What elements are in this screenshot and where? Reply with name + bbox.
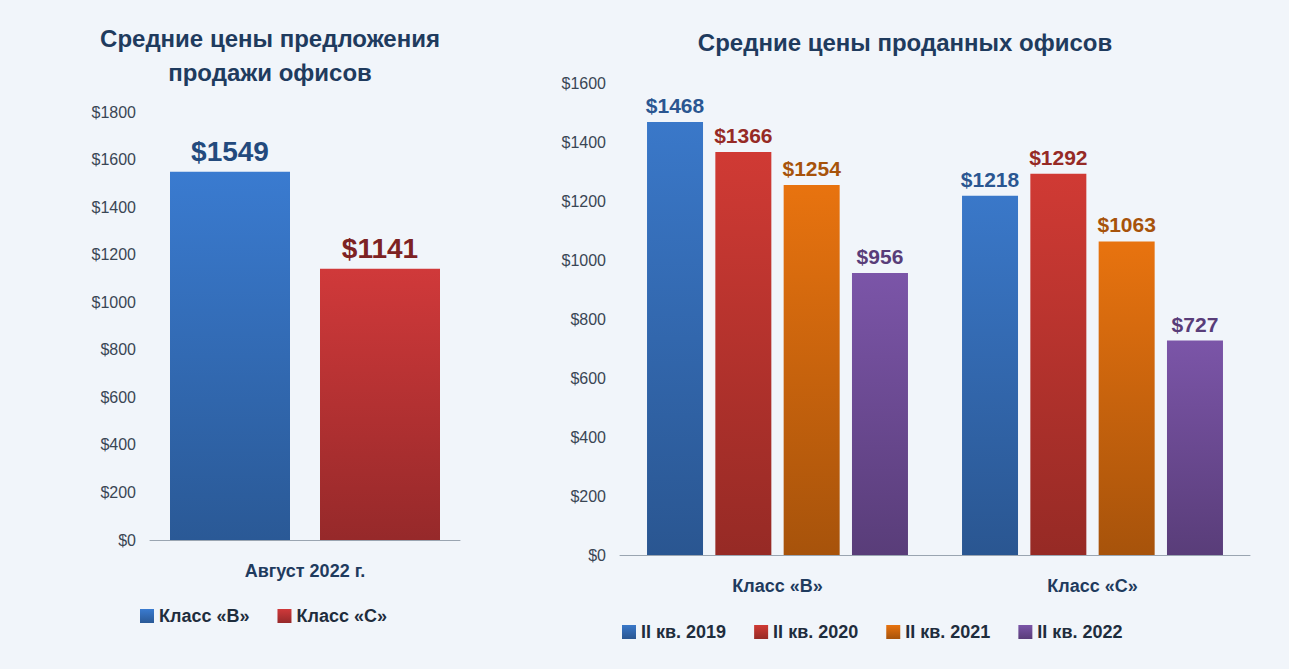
svg-text:$1141: $1141: [342, 233, 418, 264]
svg-text:$1292: $1292: [1029, 146, 1087, 169]
svg-text:II кв. 2021: II кв. 2021: [905, 622, 990, 642]
svg-text:продажи офисов: продажи офисов: [168, 59, 372, 86]
svg-text:Средние цены проданных офисов: Средние цены проданных офисов: [698, 29, 1112, 56]
svg-text:$400: $400: [100, 436, 136, 453]
svg-text:Класс «С»: Класс «С»: [1047, 576, 1137, 596]
svg-text:$400: $400: [570, 429, 606, 446]
svg-text:$0: $0: [118, 532, 136, 549]
svg-text:$1254: $1254: [782, 157, 841, 180]
svg-text:$800: $800: [100, 341, 136, 358]
svg-text:Средние цены предложения: Средние цены предложения: [100, 25, 440, 52]
svg-text:$1000: $1000: [562, 252, 607, 269]
svg-text:Класс «В»: Класс «В»: [159, 606, 249, 626]
svg-text:II кв. 2020: II кв. 2020: [773, 622, 858, 642]
svg-text:$1600: $1600: [92, 151, 137, 168]
svg-text:$1000: $1000: [92, 294, 137, 311]
svg-text:$1366: $1366: [714, 124, 772, 147]
svg-text:Класс «С»: Класс «С»: [296, 606, 386, 626]
svg-text:$1063: $1063: [1097, 213, 1155, 236]
svg-text:$1200: $1200: [562, 193, 607, 210]
svg-text:$1549: $1549: [191, 136, 269, 167]
svg-text:$1400: $1400: [562, 134, 607, 151]
svg-text:$600: $600: [100, 389, 136, 406]
svg-text:$0: $0: [588, 547, 606, 564]
svg-text:II кв. 2022: II кв. 2022: [1037, 622, 1122, 642]
svg-text:$1400: $1400: [92, 199, 137, 216]
svg-text:$956: $956: [857, 245, 904, 268]
svg-text:$1468: $1468: [646, 94, 705, 117]
svg-text:$600: $600: [570, 370, 606, 387]
svg-text:$727: $727: [1172, 313, 1219, 336]
svg-text:$200: $200: [100, 484, 136, 501]
svg-text:$800: $800: [570, 311, 606, 328]
svg-text:$200: $200: [570, 488, 606, 505]
svg-text:$1200: $1200: [92, 246, 137, 263]
svg-text:$1218: $1218: [961, 168, 1020, 191]
svg-text:$1800: $1800: [92, 104, 137, 121]
svg-text:II кв. 2019: II кв. 2019: [641, 622, 726, 642]
svg-text:Август 2022 г.: Август 2022 г.: [245, 561, 366, 581]
svg-text:$1600: $1600: [562, 75, 607, 92]
svg-text:Класс «В»: Класс «В»: [732, 576, 822, 596]
